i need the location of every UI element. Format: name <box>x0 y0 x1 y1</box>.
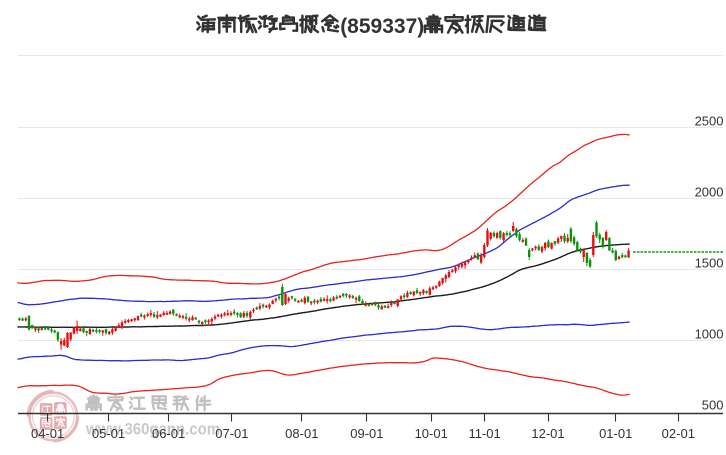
svg-text:11-01: 11-01 <box>468 426 500 441</box>
svg-text:08-01: 08-01 <box>285 426 318 441</box>
svg-text:09-01: 09-01 <box>350 426 383 441</box>
svg-text:1500: 1500 <box>695 256 724 271</box>
svg-text:01-01: 01-01 <box>599 426 632 441</box>
svg-text:1000: 1000 <box>695 327 724 342</box>
svg-text:(859337): (859337) <box>340 15 424 38</box>
svg-text:05-01: 05-01 <box>92 426 125 441</box>
svg-text:2000: 2000 <box>695 185 724 200</box>
svg-text:02-01: 02-01 <box>662 426 695 441</box>
svg-text:2500: 2500 <box>695 114 724 129</box>
svg-text:07-01: 07-01 <box>215 426 248 441</box>
svg-text:06-01: 06-01 <box>152 426 185 441</box>
svg-text:10-01: 10-01 <box>415 426 448 441</box>
svg-text:04-01: 04-01 <box>31 426 64 441</box>
svg-text:12-01: 12-01 <box>531 426 564 441</box>
svg-text:500: 500 <box>702 398 724 413</box>
